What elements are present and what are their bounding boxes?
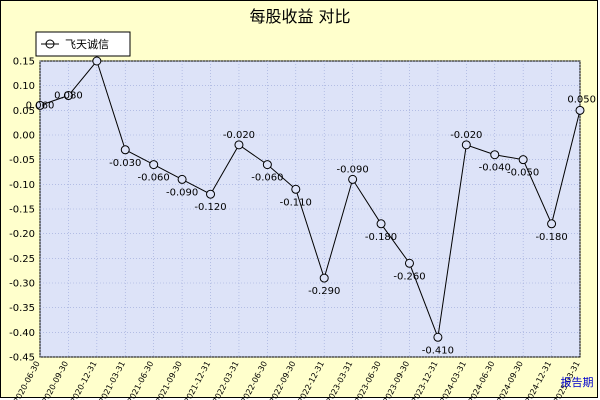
data-label: -0.020 <box>223 130 255 141</box>
x-tick-label: 2021-12-31 <box>183 360 213 400</box>
data-point <box>177 174 187 184</box>
y-tick-label: -0.40 <box>9 328 35 339</box>
data-point <box>234 140 244 150</box>
x-axis-label: 报告期 <box>561 375 594 389</box>
data-point <box>262 160 272 170</box>
y-axis-ticks: 0.15 0.10 0.05 0.00 -0.05 -0.10 -0.15 -0.20 -0.2… <box>9 57 35 364</box>
x-tick-label: 2022-09-30 <box>268 360 298 400</box>
x-tick-label: 2022-06-30 <box>239 360 269 400</box>
data-label: -0.040 <box>479 163 511 174</box>
data-label: 0.080 <box>54 91 83 102</box>
data-point <box>149 160 159 170</box>
y-tick-label: -0.10 <box>9 180 35 191</box>
data-point <box>433 332 443 342</box>
data-label: -0.120 <box>194 202 226 213</box>
x-tick-label: 2020-09-30 <box>40 360 70 400</box>
x-tick-label: 2021-09-30 <box>154 360 184 400</box>
data-label: -0.090 <box>337 164 369 175</box>
data-point <box>120 145 130 155</box>
legend-marker-icon <box>45 39 55 49</box>
data-point <box>376 219 386 229</box>
chart-title: 每股收益 对比 <box>249 7 350 26</box>
data-point <box>490 150 500 160</box>
data-label: -0.050 <box>507 168 539 179</box>
y-tick-label: -0.25 <box>9 254 35 265</box>
data-point <box>575 105 585 115</box>
data-point <box>206 189 216 199</box>
data-points <box>35 56 585 342</box>
data-label: -0.180 <box>365 232 397 243</box>
data-label: 0.060 <box>26 100 55 111</box>
y-tick-label: 0.15 <box>13 57 35 68</box>
x-tick-label: 2024-12-31 <box>524 360 554 400</box>
data-point <box>319 273 329 283</box>
x-tick-label: 2023-03-31 <box>325 360 355 400</box>
x-tick-label: 2023-06-30 <box>353 360 383 400</box>
data-label: -0.060 <box>138 173 170 184</box>
data-label: -0.020 <box>450 130 482 141</box>
x-tick-label: 2020-06-30 <box>12 360 42 400</box>
data-label: -0.030 <box>109 158 141 169</box>
data-label: -0.290 <box>308 286 340 297</box>
x-tick-label: 2022-12-31 <box>296 360 326 400</box>
data-label: -0.410 <box>422 345 454 356</box>
series-line <box>39 59 581 340</box>
legend-label: 飞天诚信 <box>65 38 109 51</box>
data-point <box>92 56 102 66</box>
x-tick-label: 2024-06-30 <box>467 360 497 400</box>
y-tick-label: 0.05 <box>13 106 35 117</box>
data-point <box>63 91 73 101</box>
y-tick-label: 0.10 <box>13 81 35 92</box>
y-tick-label: -0.35 <box>9 303 35 314</box>
y-tick-label: -0.05 <box>9 155 35 166</box>
data-label: -0.260 <box>393 271 425 282</box>
x-tick-label: 2021-03-31 <box>97 360 127 400</box>
y-tick-label: -0.45 <box>9 353 35 364</box>
data-label: -0.180 <box>535 232 567 243</box>
x-tick-label: 2024-09-30 <box>495 360 525 400</box>
data-point <box>518 155 528 165</box>
data-label: -0.090 <box>166 187 198 198</box>
legend: 飞天诚信 <box>35 31 131 57</box>
x-axis-ticks: 2020-06-302020-09-302020-12-312021-03-31… <box>12 360 582 400</box>
data-point <box>35 100 45 110</box>
data-label: -0.060 <box>251 173 283 184</box>
y-tick-label: 0.00 <box>13 131 35 142</box>
data-label: 0.050 <box>567 94 596 105</box>
y-tick-label: -0.15 <box>9 205 35 216</box>
y-tick-label: -0.20 <box>9 229 35 240</box>
y-tick-label: -0.30 <box>9 279 35 290</box>
data-label: -0.110 <box>280 197 312 208</box>
data-point <box>461 140 471 150</box>
x-tick-label: 2021-06-30 <box>126 360 156 400</box>
grid-lines <box>39 60 581 358</box>
data-point <box>291 184 301 194</box>
x-tick-label: 2020-12-31 <box>69 360 99 400</box>
x-tick-label: 2023-09-30 <box>381 360 411 400</box>
data-point <box>404 258 414 268</box>
x-tick-label: 2022-03-31 <box>211 360 241 400</box>
data-point <box>547 219 557 229</box>
x-tick-label: 2024-03-31 <box>438 360 468 400</box>
x-tick-label: 2023-12-31 <box>410 360 440 400</box>
data-point <box>348 174 358 184</box>
